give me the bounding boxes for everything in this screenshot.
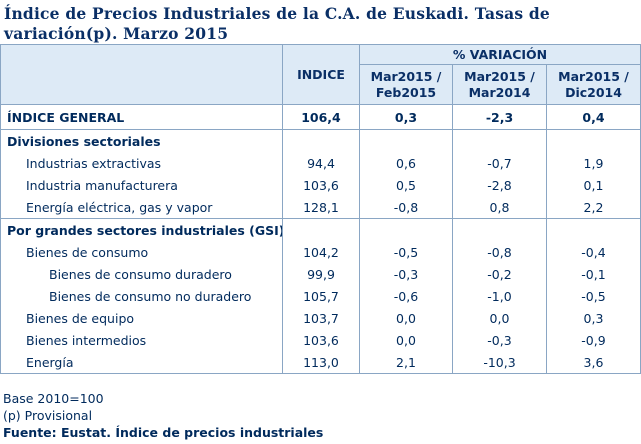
section-row-gsi: Por grandes sectores industriales (GSI)	[0, 218, 641, 241]
row-var-dic: 0,4	[546, 104, 641, 130]
price-index-table: INDICE % VARIACIÓN Mar2015 / Feb2015 Mar…	[0, 44, 641, 374]
row-label: Energía	[0, 351, 283, 374]
row-indice: 104,2	[282, 241, 360, 263]
base-note: Base 2010=100	[3, 391, 104, 406]
row-var-mar: -0,7	[452, 152, 547, 174]
table-row: Bienes intermedios 103,6 0,0 -0,3 -0,9	[0, 329, 641, 351]
header-indice: INDICE	[282, 44, 360, 105]
row-var-dic: 3,6	[546, 351, 641, 374]
row-var-mar: 0,8	[452, 196, 547, 219]
row-indice: 103,7	[282, 307, 360, 329]
table-row: Bienes de consumo duradero 99,9 -0,3 -0,…	[0, 263, 641, 285]
section-title: Divisiones sectoriales	[0, 129, 283, 152]
table-row: Bienes de consumo 104,2 -0,5 -0,8 -0,4	[0, 241, 641, 263]
row-indice: 128,1	[282, 196, 360, 219]
source-note: Fuente: Eustat. Índice de precios indust…	[3, 425, 324, 440]
header-col-feb2015: Mar2015 / Feb2015	[359, 64, 453, 105]
row-var-mar: -0,3	[452, 329, 547, 351]
table-row: Energía 113,0 2,1 -10,3 3,6	[0, 351, 641, 374]
row-label: Industrias extractivas	[0, 152, 283, 174]
row-label: Bienes de consumo	[0, 241, 283, 263]
provisional-note: (p) Provisional	[3, 408, 93, 423]
row-indice: 103,6	[282, 174, 360, 196]
row-var-feb: -0,8	[359, 196, 453, 219]
header-variacion: % VARIACIÓN	[359, 44, 641, 65]
row-var-mar: 0,0	[452, 307, 547, 329]
row-var-feb: 0,3	[359, 104, 453, 130]
table-row: Energía eléctrica, gas y vapor 128,1 -0,…	[0, 196, 641, 219]
row-var-mar: -0,8	[452, 241, 547, 263]
row-var-feb: 0,6	[359, 152, 453, 174]
row-label: ÍNDICE GENERAL	[0, 104, 283, 130]
section-title: Por grandes sectores industriales (GSI)	[0, 218, 283, 241]
row-var-feb: -0,3	[359, 263, 453, 285]
row-var-dic: -0,5	[546, 285, 641, 307]
section-row-divisiones: Divisiones sectoriales	[0, 129, 641, 152]
row-indice: 103,6	[282, 329, 360, 351]
row-var-feb: 2,1	[359, 351, 453, 374]
table-row: Bienes de consumo no duradero 105,7 -0,6…	[0, 285, 641, 307]
row-var-dic: 0,1	[546, 174, 641, 196]
row-indice: 94,4	[282, 152, 360, 174]
header-col-mar2014: Mar2015 / Mar2014	[452, 64, 547, 105]
row-var-feb: 0,0	[359, 307, 453, 329]
page-title: Índice de Precios Industriales de la C.A…	[4, 4, 550, 43]
row-var-dic: -0,4	[546, 241, 641, 263]
row-label: Bienes de consumo no duradero	[0, 285, 283, 307]
row-var-feb: 0,0	[359, 329, 453, 351]
row-var-dic: -0,9	[546, 329, 641, 351]
row-var-mar: -0,2	[452, 263, 547, 285]
row-var-mar: -2,8	[452, 174, 547, 196]
row-label: Energía eléctrica, gas y vapor	[0, 196, 283, 219]
row-label: Bienes de consumo duradero	[0, 263, 283, 285]
row-var-feb: -0,5	[359, 241, 453, 263]
row-var-feb: -0,6	[359, 285, 453, 307]
general-row: ÍNDICE GENERAL 106,4 0,3 -2,3 0,4	[0, 104, 641, 130]
row-indice: 113,0	[282, 351, 360, 374]
row-var-dic: 2,2	[546, 196, 641, 219]
row-var-mar: -10,3	[452, 351, 547, 374]
row-var-mar: -2,3	[452, 104, 547, 130]
table-body: ÍNDICE GENERAL 106,4 0,3 -2,3 0,4 Divisi…	[0, 104, 641, 374]
row-indice: 106,4	[282, 104, 360, 130]
table-row: Industria manufacturera 103,6 0,5 -2,8 0…	[0, 174, 641, 196]
row-var-dic: 0,3	[546, 307, 641, 329]
table-row: Bienes de equipo 103,7 0,0 0,0 0,3	[0, 307, 641, 329]
row-var-feb: 0,5	[359, 174, 453, 196]
header-blank-cell	[0, 44, 283, 105]
table-row: Industrias extractivas 94,4 0,6 -0,7 1,9	[0, 152, 641, 174]
row-indice: 105,7	[282, 285, 360, 307]
header-col-dic2014: Mar2015 / Dic2014	[546, 64, 641, 105]
row-label: Industria manufacturera	[0, 174, 283, 196]
row-label: Bienes de equipo	[0, 307, 283, 329]
row-var-dic: -0,1	[546, 263, 641, 285]
row-var-mar: -1,0	[452, 285, 547, 307]
row-label: Bienes intermedios	[0, 329, 283, 351]
row-indice: 99,9	[282, 263, 360, 285]
row-var-dic: 1,9	[546, 152, 641, 174]
